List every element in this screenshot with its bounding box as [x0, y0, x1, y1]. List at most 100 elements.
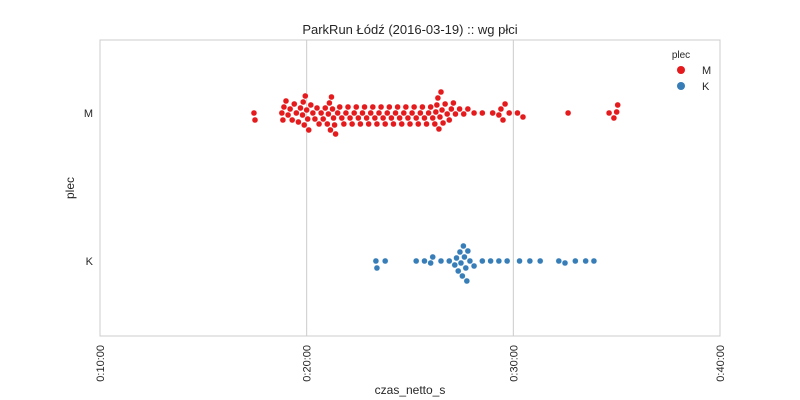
data-point-M: [495, 111, 503, 119]
data-point-M: [452, 110, 459, 118]
x-tick-label: 0:10:00: [95, 345, 107, 382]
x-axis-label: czas_netto_s: [375, 383, 446, 397]
y-tick-label: K: [86, 256, 94, 268]
data-point-K: [437, 257, 445, 265]
x-tick-label: 0:40:00: [715, 345, 727, 382]
data-point-M: [309, 109, 317, 117]
data-point-M: [346, 114, 354, 122]
data-point-M: [450, 99, 457, 107]
data-point-K: [460, 242, 467, 250]
legend-marker-K: [677, 82, 685, 90]
data-point-M: [353, 103, 360, 111]
legend-marker-M: [677, 66, 685, 74]
data-point-M: [438, 106, 446, 114]
data-point-M: [315, 120, 323, 128]
data-point-M: [410, 103, 418, 111]
data-point-M: [303, 106, 310, 114]
data-point-M: [448, 105, 455, 113]
data-point-M: [293, 109, 300, 117]
data-point-M: [351, 109, 358, 117]
data-point-M: [320, 115, 327, 123]
data-point-M: [355, 114, 362, 122]
legend-title: plec: [672, 50, 690, 61]
data-point-M: [329, 105, 336, 113]
y-axis: MK: [84, 108, 94, 268]
legend-label-M: M: [702, 65, 711, 77]
data-point-K: [451, 261, 458, 269]
data-point-K: [526, 257, 534, 265]
data-point-M: [371, 114, 379, 122]
data-point-K: [516, 257, 523, 265]
data-point-K: [537, 257, 544, 265]
data-point-M: [435, 125, 443, 133]
data-point-M: [359, 109, 366, 117]
data-point-M: [417, 109, 424, 117]
data-point-M: [363, 114, 370, 122]
data-point-M: [519, 113, 527, 121]
data-point-K: [572, 257, 579, 265]
data-point-M: [425, 109, 432, 117]
data-point-K: [462, 264, 469, 272]
data-point-M: [340, 120, 348, 128]
data-point-M: [400, 109, 407, 117]
data-point-M: [302, 92, 309, 100]
data-point-M: [421, 114, 428, 122]
data-point-K: [372, 257, 380, 265]
data-point-M: [279, 116, 287, 124]
data-point-K: [373, 264, 381, 272]
data-point-M: [434, 94, 442, 102]
data-point-M: [300, 98, 307, 106]
data-point-M: [386, 103, 393, 111]
data-point-M: [437, 88, 445, 96]
data-point-K: [503, 257, 511, 265]
data-point-K: [464, 247, 472, 255]
data-point-M: [384, 109, 391, 117]
data-point-K: [457, 259, 465, 267]
data-point-M: [295, 118, 302, 126]
data-point-M: [325, 110, 332, 118]
data-point-M: [324, 120, 331, 128]
data-point-M: [464, 105, 472, 113]
data-point-K: [456, 248, 464, 256]
data-point-M: [441, 100, 449, 108]
data-point-K: [382, 257, 389, 265]
data-point-M: [499, 116, 507, 124]
data-point-M: [322, 104, 329, 112]
data-point-M: [250, 109, 258, 117]
data-point-M: [605, 109, 613, 117]
data-point-M: [446, 116, 453, 124]
data-point-M: [456, 105, 463, 113]
data-point-M: [278, 109, 286, 117]
legend-label-K: K: [702, 81, 710, 93]
data-point-M: [330, 114, 337, 122]
data-point-K: [470, 262, 478, 270]
data-point-M: [379, 114, 387, 122]
data-point-M: [301, 121, 308, 129]
data-point-M: [373, 120, 381, 128]
data-point-M: [286, 105, 294, 113]
data-point-M: [432, 108, 440, 116]
data-point-M: [251, 116, 259, 124]
data-point-M: [429, 114, 436, 122]
data-point-M: [304, 115, 311, 123]
gridlines: [99, 40, 721, 336]
data-point-M: [423, 120, 430, 128]
data-point-M: [307, 101, 314, 109]
data-point-M: [382, 120, 389, 128]
chart-title: ParkRun Łódź (2016-03-19) :: wg płci: [302, 22, 517, 37]
data-point-M: [394, 103, 401, 111]
data-point-M: [375, 109, 383, 117]
data-point-M: [305, 126, 312, 134]
data-point-M: [439, 119, 447, 127]
data-point-K: [455, 267, 462, 275]
x-tick-label: 0:20:00: [302, 345, 314, 382]
data-point-K: [429, 253, 436, 261]
data-point-M: [336, 103, 343, 111]
data-point-K: [413, 257, 420, 265]
data-point-M: [299, 111, 306, 119]
data-point-K: [446, 257, 453, 265]
data-point-K: [459, 272, 466, 280]
data-point-M: [297, 104, 304, 112]
data-point-M: [404, 114, 412, 122]
data-point-K: [590, 257, 598, 265]
